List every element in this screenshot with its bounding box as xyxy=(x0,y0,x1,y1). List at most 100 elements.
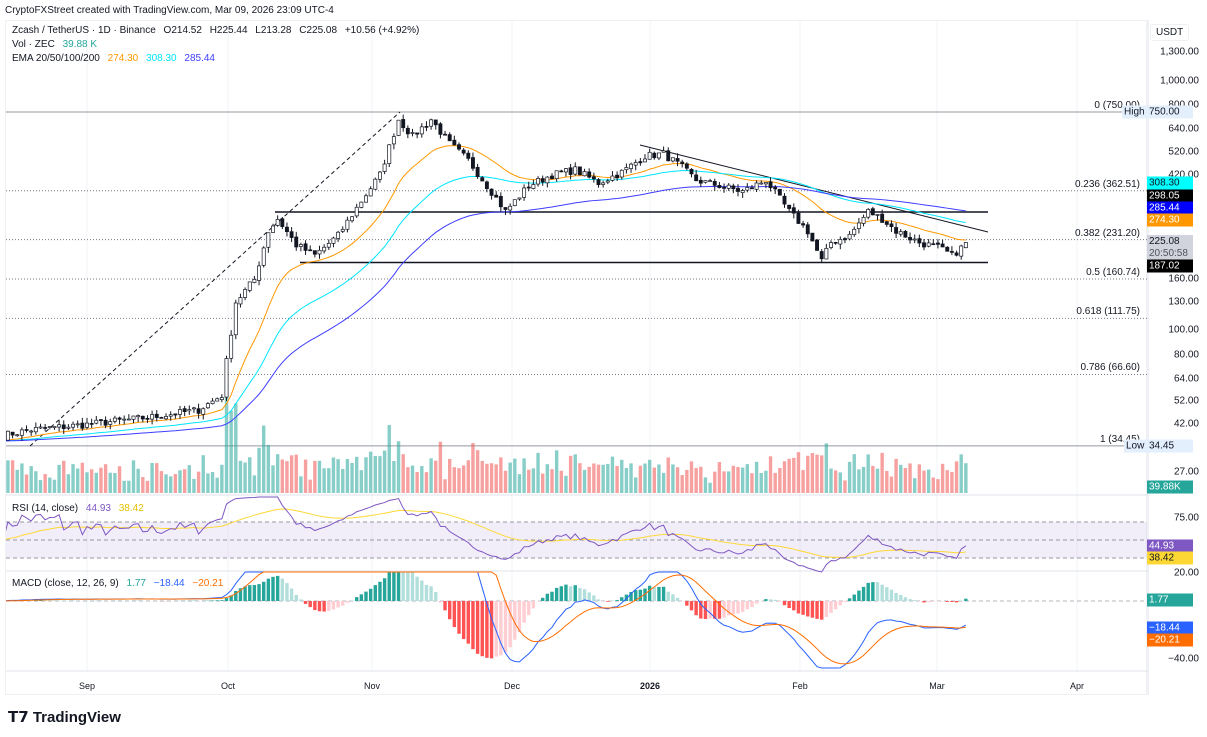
volume-bar xyxy=(796,452,801,493)
volume-bar xyxy=(568,455,573,493)
volume-bar xyxy=(657,464,661,493)
candle-body xyxy=(252,279,257,283)
candle-body xyxy=(261,247,266,266)
ema-value-1: 274.30 xyxy=(107,53,139,64)
fib-label: 0.382 (231.20) xyxy=(1074,227,1140,239)
high-price-tag: 750.00 xyxy=(1147,105,1193,119)
candle-body xyxy=(326,243,331,248)
candle-body xyxy=(154,413,159,418)
volume-bar xyxy=(350,463,354,493)
macd-label[interactable]: MACD (close, 12, 26, 9) xyxy=(12,578,119,589)
macd-histogram-bar xyxy=(634,590,638,601)
macd-histogram-bar xyxy=(931,601,935,602)
rsi-label[interactable]: RSI (14, close) xyxy=(12,503,79,514)
volume-bar xyxy=(131,460,136,493)
volume-bar xyxy=(527,469,531,493)
volume-bar xyxy=(155,463,159,493)
macd-histogram-bar xyxy=(294,594,298,601)
rsi-value: 44.93 xyxy=(85,503,111,514)
volume-bar xyxy=(559,470,563,493)
volume-bar xyxy=(196,471,201,493)
candle-body xyxy=(94,419,99,424)
candle-body xyxy=(763,182,768,185)
candle-body xyxy=(6,430,10,441)
macd-histogram-bar xyxy=(722,601,726,618)
macd-histogram-bar xyxy=(703,601,708,620)
chart-canvas[interactable] xyxy=(6,21,1148,694)
volume-bar xyxy=(620,459,624,493)
macd-histogram-bar xyxy=(833,601,838,610)
volume-bar xyxy=(401,454,405,493)
volume-bar xyxy=(429,458,433,493)
candle-body xyxy=(643,158,647,163)
volume-bar xyxy=(582,469,587,493)
currency-button[interactable]: USDT xyxy=(1150,24,1190,41)
price-tick-label: 80.00 xyxy=(1173,349,1199,361)
candle-body xyxy=(43,427,48,429)
volume-bar xyxy=(536,452,540,493)
candle-body xyxy=(150,414,155,420)
candle-body xyxy=(568,167,573,175)
macd-histogram-bar xyxy=(922,601,926,603)
volume-bar xyxy=(99,467,103,493)
macd-histogram-bar xyxy=(234,590,238,601)
volume-bar xyxy=(150,463,154,493)
volume-bar xyxy=(694,467,698,493)
macd-histogram-bar xyxy=(768,599,773,601)
candle-body xyxy=(675,158,680,162)
candle-body xyxy=(85,422,89,428)
macd-histogram-bar xyxy=(378,581,382,601)
volume-bar xyxy=(824,443,829,493)
volume-label[interactable]: Vol · ZEC xyxy=(12,39,55,50)
volume-bar xyxy=(485,463,489,493)
volume-bar xyxy=(541,473,545,493)
candle-body xyxy=(10,431,15,436)
macd-histogram-bar xyxy=(280,578,284,601)
volume-bar xyxy=(624,468,629,493)
candle-body xyxy=(796,212,801,224)
credit-text: CryptoFXStreet created with TradingView.… xyxy=(5,5,334,16)
ema-label[interactable]: EMA 20/50/100/200 xyxy=(12,53,100,64)
tradingview-logo[interactable]: 𝗧𝟳 TradingView xyxy=(8,708,121,726)
volume-bar xyxy=(159,471,164,493)
candle-body xyxy=(512,199,517,207)
candle-body xyxy=(52,426,57,429)
macd-histogram-bar xyxy=(880,584,884,601)
macd-histogram-bar xyxy=(815,601,819,619)
candle-body xyxy=(550,175,554,180)
candle-body xyxy=(601,182,606,185)
candle-body xyxy=(615,174,620,179)
macd-histogram-bar xyxy=(852,594,856,601)
macd-histogram-bar xyxy=(647,585,652,601)
volume-bar xyxy=(564,475,568,493)
candle-body xyxy=(80,422,85,429)
bar-countdown: 20:50:58 xyxy=(1149,248,1188,259)
candle-body xyxy=(619,169,624,178)
macd-histogram-bar xyxy=(34,600,38,601)
candle-body xyxy=(89,423,94,425)
macd-histogram-bar xyxy=(531,601,536,609)
chart-frame[interactable] xyxy=(5,20,1149,695)
volume-bar xyxy=(717,462,722,493)
volume-bar xyxy=(861,466,866,493)
rsi-ma-tag: 38.42 xyxy=(1147,551,1193,565)
candle-body xyxy=(271,225,275,233)
candle-body xyxy=(912,238,917,241)
tv-logo-icon: 𝗧𝟳 xyxy=(8,709,29,726)
macd-histogram-bar xyxy=(810,601,815,618)
symbol-title[interactable]: Zcash / TetherUS · 1D · Binance xyxy=(12,25,156,36)
rsi-ma-value: 38.42 xyxy=(118,503,144,514)
candle-body xyxy=(522,187,527,198)
candle-body xyxy=(98,419,103,421)
time-axis-label: Oct xyxy=(220,681,236,691)
macd-histogram-bar xyxy=(396,572,401,601)
last-price-tag: 225.08 20:50:58 xyxy=(1147,235,1193,261)
macd-histogram-bar xyxy=(285,583,289,601)
macd-histogram-bar xyxy=(773,599,777,601)
candle-body xyxy=(712,181,717,186)
volume-bar xyxy=(248,457,252,493)
candle-body xyxy=(838,239,843,245)
macd-histogram-bar xyxy=(652,587,656,601)
volume-bar xyxy=(759,472,763,493)
candle-body xyxy=(824,247,829,260)
